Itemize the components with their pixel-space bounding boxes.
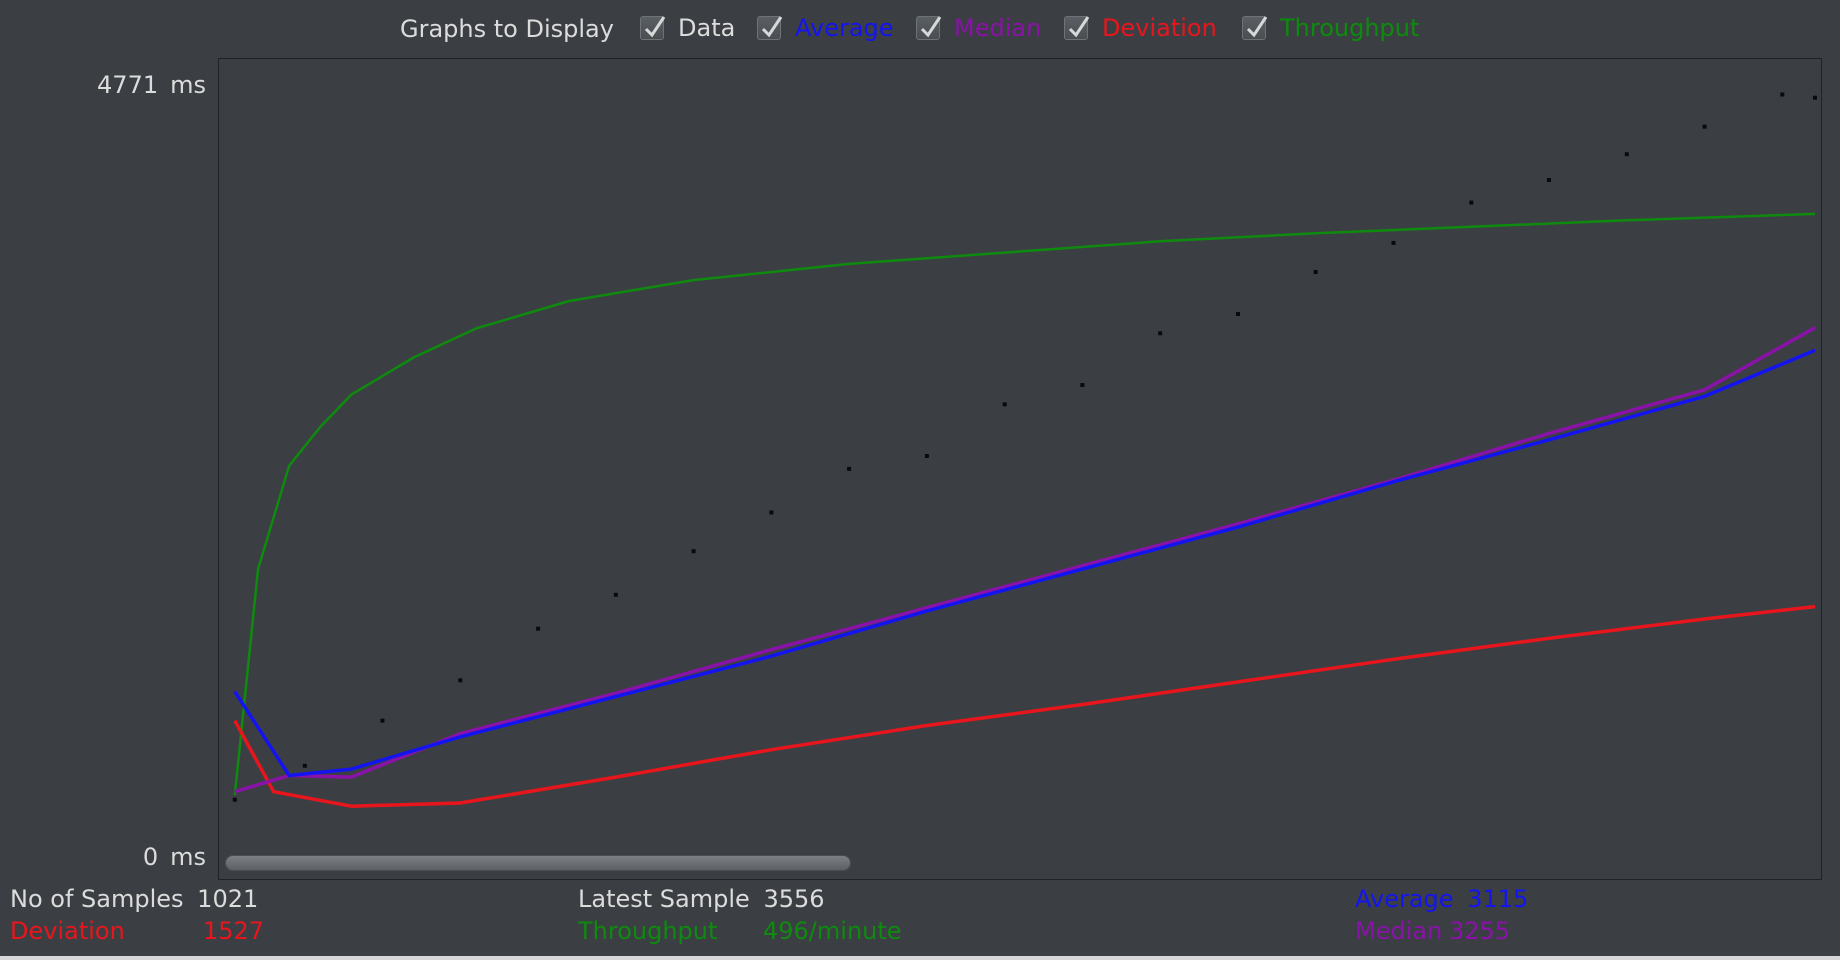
checkmark-icon xyxy=(1246,16,1268,38)
latest-sample-label: Latest Sample xyxy=(578,885,750,913)
plot-area xyxy=(218,58,1822,880)
median-stat-value: 3255 xyxy=(1449,917,1511,945)
data-checkbox[interactable] xyxy=(640,16,666,40)
deviation-stat-value: 1527 xyxy=(203,917,265,945)
summary-stats: No of Samples 1021 Deviation 1527 Latest … xyxy=(0,880,1840,960)
legend-item-median[interactable]: Median xyxy=(916,11,1041,45)
data-point xyxy=(1391,240,1396,245)
series-line-deviation xyxy=(233,604,1816,808)
response-time-chart xyxy=(232,92,1817,808)
y-max-unit: ms xyxy=(170,71,206,99)
samples-stat-label: No of Samples xyxy=(10,885,184,913)
data-point xyxy=(1002,402,1007,407)
throughput-stat-value: 496/minute xyxy=(763,917,902,945)
median-checkbox[interactable] xyxy=(916,16,942,40)
y-max-value: 4771 xyxy=(97,71,159,99)
median-stat: Median 3255 xyxy=(1355,916,1510,946)
latest-sample-stat: Latest Sample 3556 xyxy=(578,884,825,914)
checkmark-icon xyxy=(761,16,783,38)
data-point xyxy=(691,549,696,554)
checkmark-icon xyxy=(920,16,942,38)
data-point xyxy=(769,510,774,515)
data-point xyxy=(302,763,307,768)
data-point xyxy=(1702,124,1707,129)
bottom-border xyxy=(0,956,1840,960)
average-stat-value: 3115 xyxy=(1467,885,1529,913)
y-min-unit: ms xyxy=(170,843,206,871)
average-label: Average xyxy=(795,14,894,42)
y-min-value: 0 xyxy=(142,843,159,871)
throughput-checkbox[interactable] xyxy=(1242,16,1268,40)
data-point xyxy=(1158,331,1163,336)
data-point xyxy=(847,466,852,471)
data-label: Data xyxy=(678,14,736,42)
series-line-average xyxy=(233,348,1816,778)
data-point xyxy=(1313,270,1318,274)
data-point xyxy=(380,718,385,723)
throughput-stat: Throughput 496/minute xyxy=(578,916,902,946)
legend-item-average[interactable]: Average xyxy=(757,11,894,45)
graphs-to-display-bar: Graphs to Display Data Average Median De… xyxy=(0,0,1840,56)
y-axis-min-label: 0 ms xyxy=(143,842,206,872)
data-point xyxy=(1780,92,1785,97)
checkmark-icon xyxy=(644,16,666,38)
deviation-stat: Deviation 1527 xyxy=(10,916,264,946)
deviation-label: Deviation xyxy=(1102,14,1217,42)
samples-stat-value: 1021 xyxy=(197,885,259,913)
median-label: Median xyxy=(954,14,1042,42)
data-point xyxy=(536,626,541,631)
deviation-checkbox[interactable] xyxy=(1064,16,1090,40)
data-point xyxy=(1624,152,1629,157)
data-point xyxy=(1469,200,1474,205)
data-point xyxy=(1547,178,1551,182)
data-point xyxy=(924,454,929,458)
deviation-stat-label: Deviation xyxy=(10,917,125,945)
checkmark-icon xyxy=(1068,16,1090,38)
throughput-label: Throughput xyxy=(1280,14,1420,42)
samples-stat: No of Samples 1021 xyxy=(10,884,258,914)
horizontal-scrollbar[interactable] xyxy=(225,855,851,871)
data-point xyxy=(1236,312,1240,316)
throughput-stat-label: Throughput xyxy=(578,917,718,945)
average-checkbox[interactable] xyxy=(757,16,783,40)
data-point xyxy=(1080,383,1085,387)
legend-item-throughput[interactable]: Throughput xyxy=(1242,11,1419,45)
legend-item-data[interactable]: Data xyxy=(640,11,735,45)
graphs-to-display-label: Graphs to Display xyxy=(400,15,614,43)
data-point xyxy=(1813,95,1817,100)
data-point xyxy=(458,678,463,683)
median-stat-label: Median xyxy=(1355,917,1443,945)
series-line-throughput xyxy=(233,212,1816,796)
average-stat: Average 3115 xyxy=(1355,884,1528,914)
legend-item-deviation[interactable]: Deviation xyxy=(1064,11,1217,45)
average-stat-label: Average xyxy=(1355,885,1454,913)
series-line-median xyxy=(234,326,1816,794)
data-point xyxy=(232,797,237,802)
latest-sample-value: 3556 xyxy=(763,885,825,913)
y-axis-max-label: 4771 ms xyxy=(97,70,206,100)
data-point xyxy=(613,592,618,597)
